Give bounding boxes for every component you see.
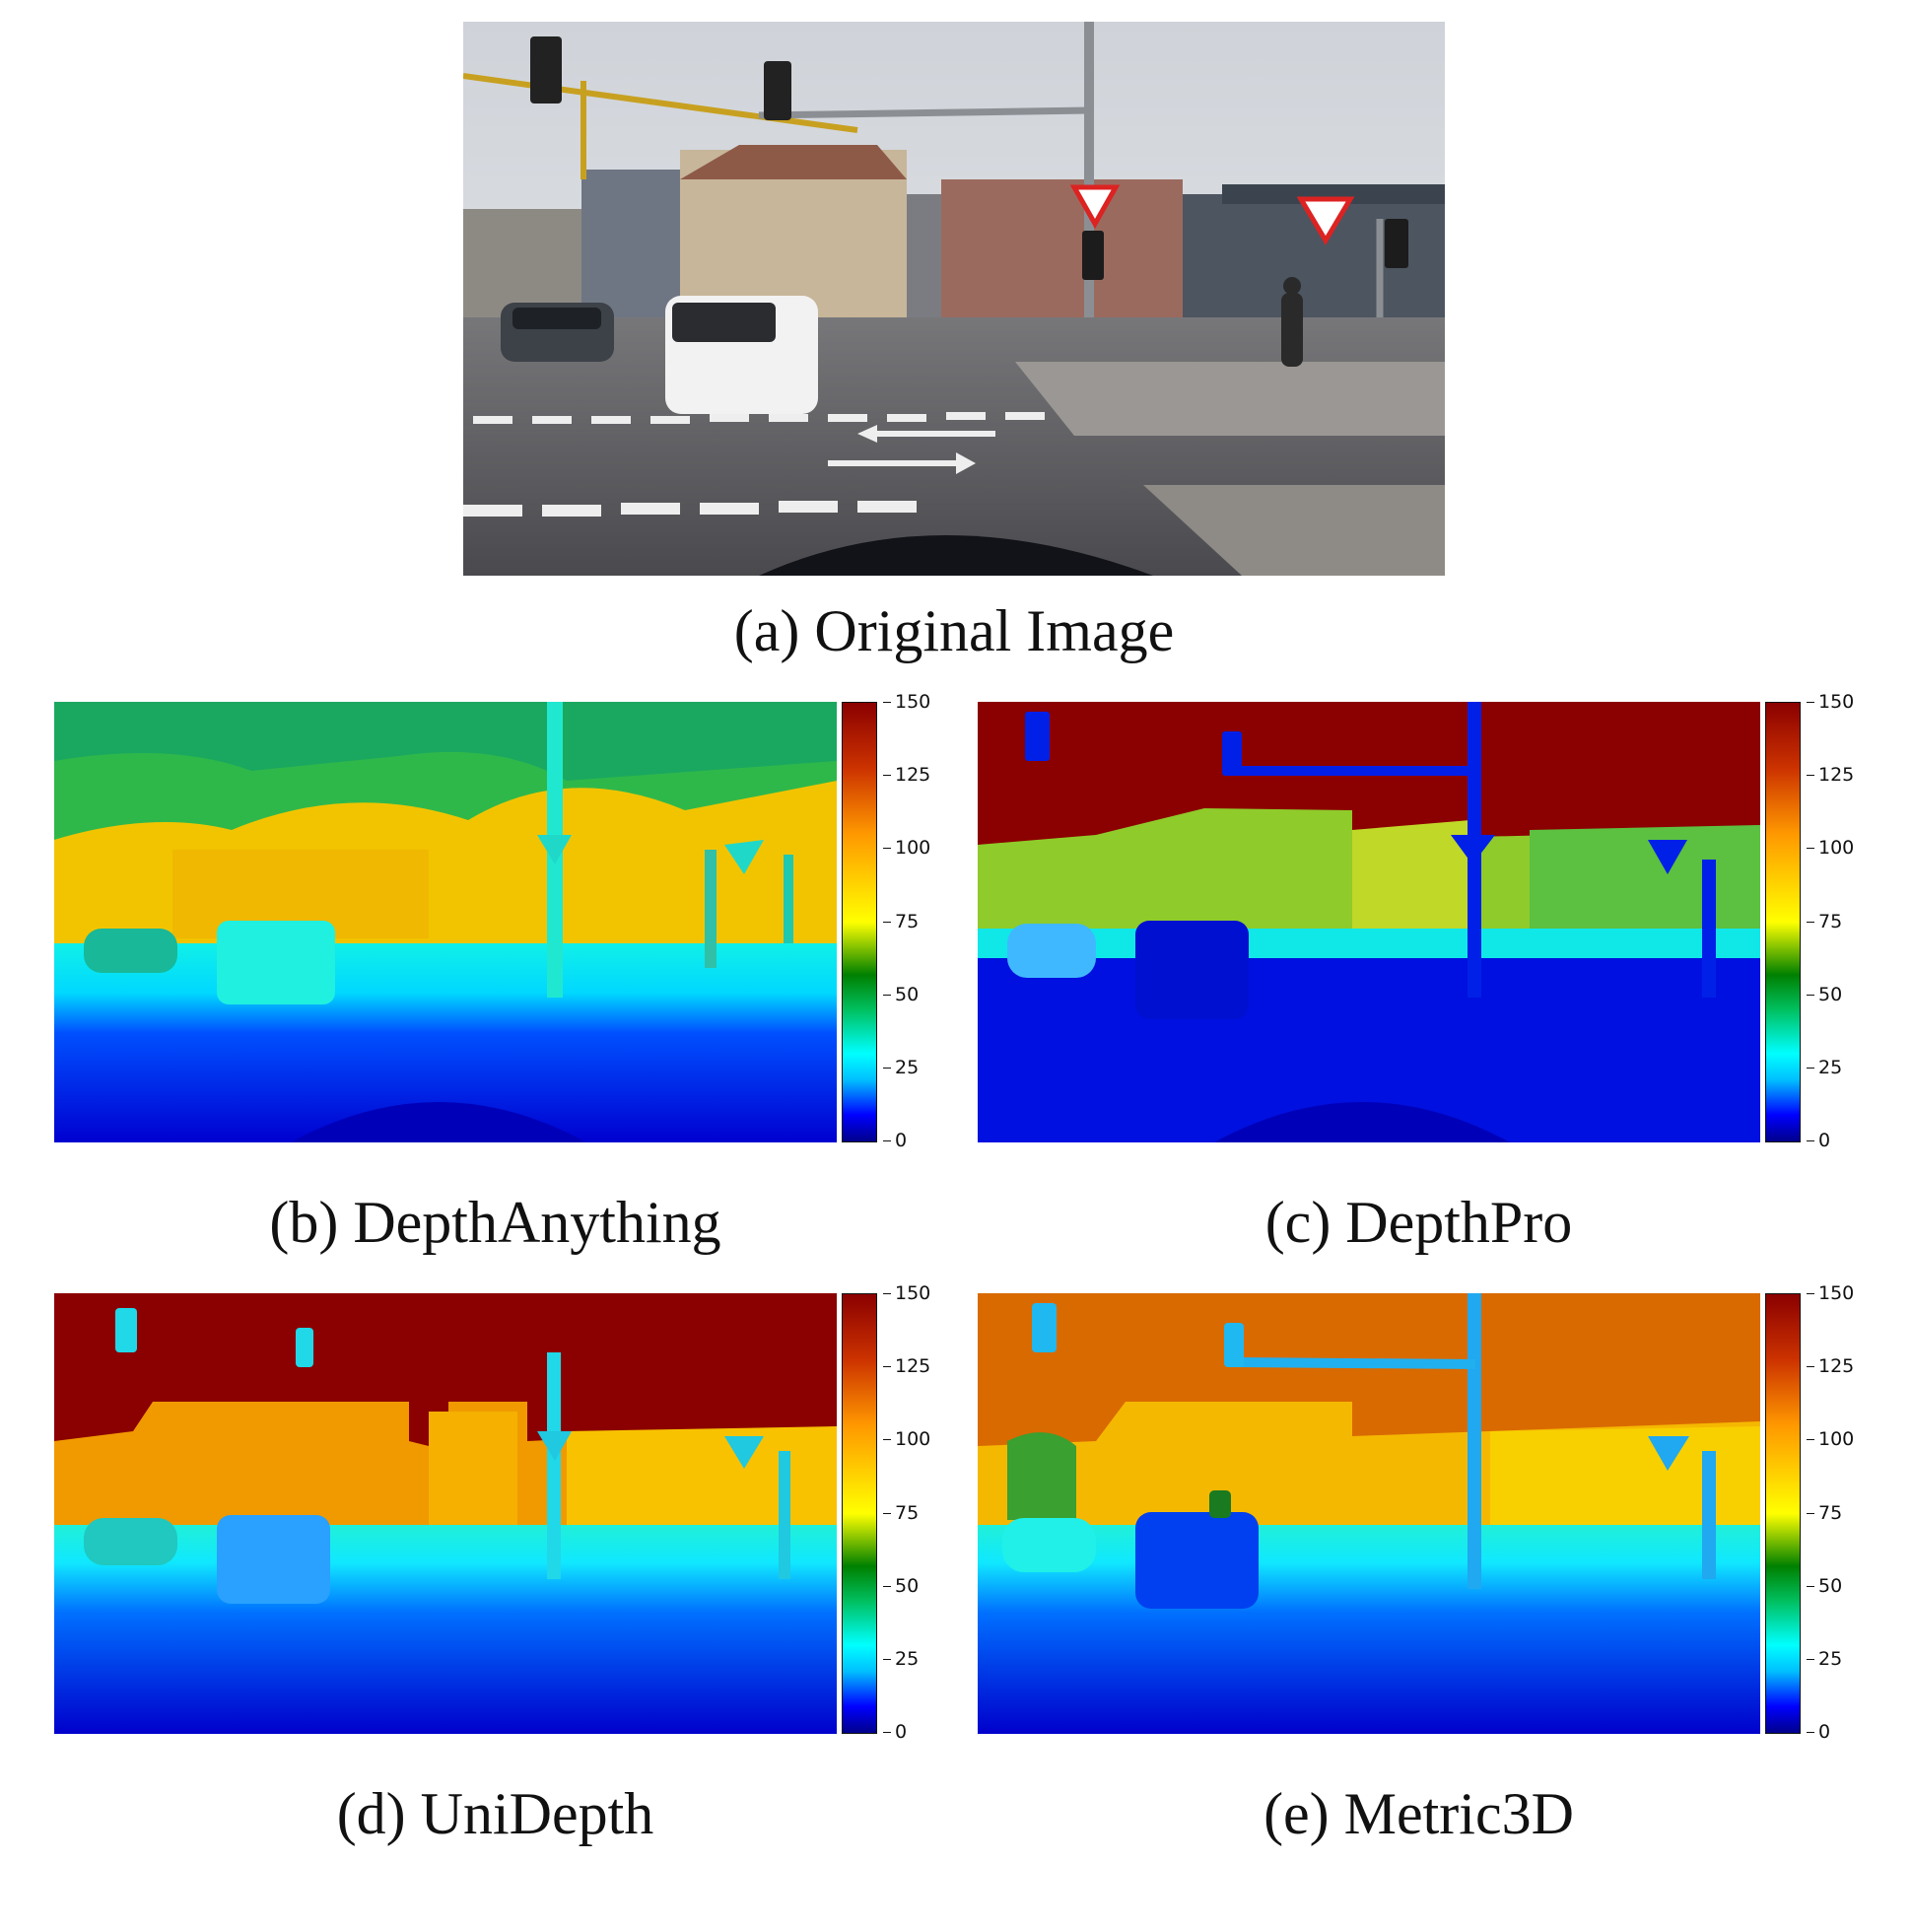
tick-100: 100 bbox=[1806, 1428, 1855, 1450]
tick-100: 100 bbox=[882, 837, 931, 859]
colorbar-e bbox=[1765, 1293, 1801, 1734]
tick-75: 75 bbox=[882, 911, 920, 932]
caption-unidepth: (d) UniDepth bbox=[336, 1781, 654, 1846]
tick-125: 125 bbox=[1806, 764, 1855, 786]
tick-75: 75 bbox=[1806, 1502, 1843, 1524]
tick-0: 0 bbox=[882, 1721, 908, 1743]
caption-depthanything: (b) DepthAnything bbox=[269, 1190, 721, 1255]
tick-50: 50 bbox=[882, 1575, 920, 1597]
tick-125: 125 bbox=[1806, 1355, 1855, 1377]
tick-0: 0 bbox=[882, 1130, 908, 1151]
colorbar-c bbox=[1765, 702, 1801, 1142]
tick-0: 0 bbox=[1806, 1130, 1831, 1151]
original-image bbox=[463, 22, 1445, 576]
tick-150: 150 bbox=[1806, 1282, 1855, 1304]
caption-metric3d: (e) Metric3D bbox=[1263, 1781, 1574, 1846]
tick-100: 100 bbox=[1806, 837, 1855, 859]
depth-map-depthpro bbox=[978, 702, 1760, 1142]
tick-125: 125 bbox=[882, 764, 931, 786]
tick-50: 50 bbox=[882, 984, 920, 1005]
tick-75: 75 bbox=[1806, 911, 1843, 932]
caption-depthpro: (c) DepthPro bbox=[1264, 1190, 1573, 1255]
tick-25: 25 bbox=[1806, 1648, 1843, 1670]
tick-100: 100 bbox=[882, 1428, 931, 1450]
tick-25: 25 bbox=[882, 1057, 920, 1078]
tick-50: 50 bbox=[1806, 984, 1843, 1005]
tick-25: 25 bbox=[882, 1648, 920, 1670]
tick-25: 25 bbox=[1806, 1057, 1843, 1078]
caption-original-image: (a) Original Image bbox=[733, 598, 1175, 663]
tick-150: 150 bbox=[882, 1282, 931, 1304]
tick-0: 0 bbox=[1806, 1721, 1831, 1743]
tick-150: 150 bbox=[1806, 691, 1855, 713]
depth-map-unidepth bbox=[54, 1293, 837, 1734]
tick-75: 75 bbox=[882, 1502, 920, 1524]
depth-map-depthanything bbox=[54, 702, 837, 1142]
colorbar-d bbox=[842, 1293, 877, 1734]
colorbar-b bbox=[842, 702, 877, 1142]
tick-125: 125 bbox=[882, 1355, 931, 1377]
tick-50: 50 bbox=[1806, 1575, 1843, 1597]
depth-map-metric3d bbox=[978, 1293, 1760, 1734]
tick-150: 150 bbox=[882, 691, 931, 713]
